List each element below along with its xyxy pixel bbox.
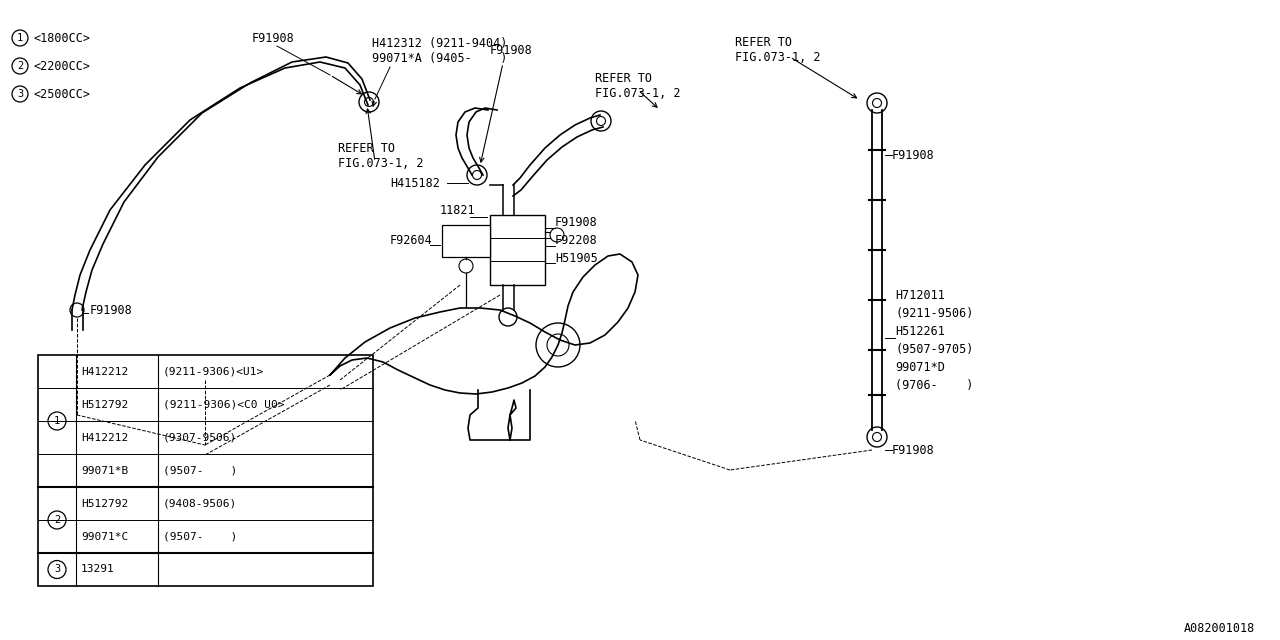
Text: F92604: F92604 [390,234,433,246]
Text: <2500CC>: <2500CC> [33,88,90,100]
Text: 3: 3 [17,89,23,99]
Circle shape [358,92,379,112]
Text: FIG.073-1, 2: FIG.073-1, 2 [338,157,424,170]
Bar [38,355,372,586]
Circle shape [12,30,28,46]
Text: H512261: H512261 [895,324,945,337]
Text: (9507-    ): (9507- ) [163,465,237,476]
Text: H512792: H512792 [81,499,128,509]
Text: (9706-    ): (9706- ) [895,378,973,392]
Text: (9211-9306)<C0 U0>: (9211-9306)<C0 U0> [163,399,284,410]
Text: FIG.073-1, 2: FIG.073-1, 2 [735,51,820,63]
Text: H51905: H51905 [556,252,598,264]
Text: (9408-9506): (9408-9506) [163,499,237,509]
Text: REFER TO: REFER TO [735,35,792,49]
Text: F91908: F91908 [892,444,934,456]
Text: F92208: F92208 [556,234,598,246]
Text: 99071*D: 99071*D [895,360,945,374]
Text: (9507-9705): (9507-9705) [895,342,973,355]
Bar [442,225,490,257]
Text: 99071*C: 99071*C [81,531,128,541]
Text: 2: 2 [17,61,23,71]
Text: 99071*A (9405-    ): 99071*A (9405- ) [372,51,507,65]
Circle shape [499,308,517,326]
Circle shape [70,303,84,317]
Text: 1: 1 [54,416,60,426]
Circle shape [467,165,486,185]
Text: <2200CC>: <2200CC> [33,60,90,72]
Circle shape [49,561,67,579]
Circle shape [873,433,882,442]
Text: (9211-9306)<U1>: (9211-9306)<U1> [163,367,264,376]
Circle shape [547,334,570,356]
Text: F91908: F91908 [252,31,294,45]
Text: A082001018: A082001018 [1184,621,1254,634]
Circle shape [867,93,887,113]
Text: 2: 2 [54,515,60,525]
Text: H412212: H412212 [81,367,128,376]
Text: H412312 (9211-9404): H412312 (9211-9404) [372,36,507,49]
Text: 3: 3 [54,564,60,575]
Circle shape [460,259,474,273]
Text: (9307-9506): (9307-9506) [163,433,237,442]
Circle shape [12,58,28,74]
Text: REFER TO: REFER TO [338,141,396,154]
Text: 99071*B: 99071*B [81,465,128,476]
Text: H712011: H712011 [895,289,945,301]
Circle shape [536,323,580,367]
Circle shape [365,97,374,106]
Text: FIG.073-1, 2: FIG.073-1, 2 [595,86,681,99]
Circle shape [49,412,67,430]
Text: (9211-9506): (9211-9506) [895,307,973,319]
Circle shape [867,427,887,447]
Text: 13291: 13291 [81,564,115,575]
Circle shape [591,111,611,131]
Text: (9507-    ): (9507- ) [163,531,237,541]
Text: F91908: F91908 [490,44,532,56]
Text: 11821: 11821 [440,204,476,216]
Circle shape [596,116,605,125]
Circle shape [873,99,882,108]
Text: REFER TO: REFER TO [595,72,652,84]
Text: 1: 1 [17,33,23,43]
Text: F91908: F91908 [892,148,934,161]
Circle shape [472,170,481,179]
Circle shape [12,86,28,102]
Text: F91908: F91908 [556,216,598,228]
Text: <1800CC>: <1800CC> [33,31,90,45]
Text: H412212: H412212 [81,433,128,442]
Text: H512792: H512792 [81,399,128,410]
Circle shape [550,228,564,242]
Circle shape [49,511,67,529]
Text: F91908: F91908 [90,303,133,317]
Text: H415182: H415182 [390,177,440,189]
Bar [490,215,545,285]
